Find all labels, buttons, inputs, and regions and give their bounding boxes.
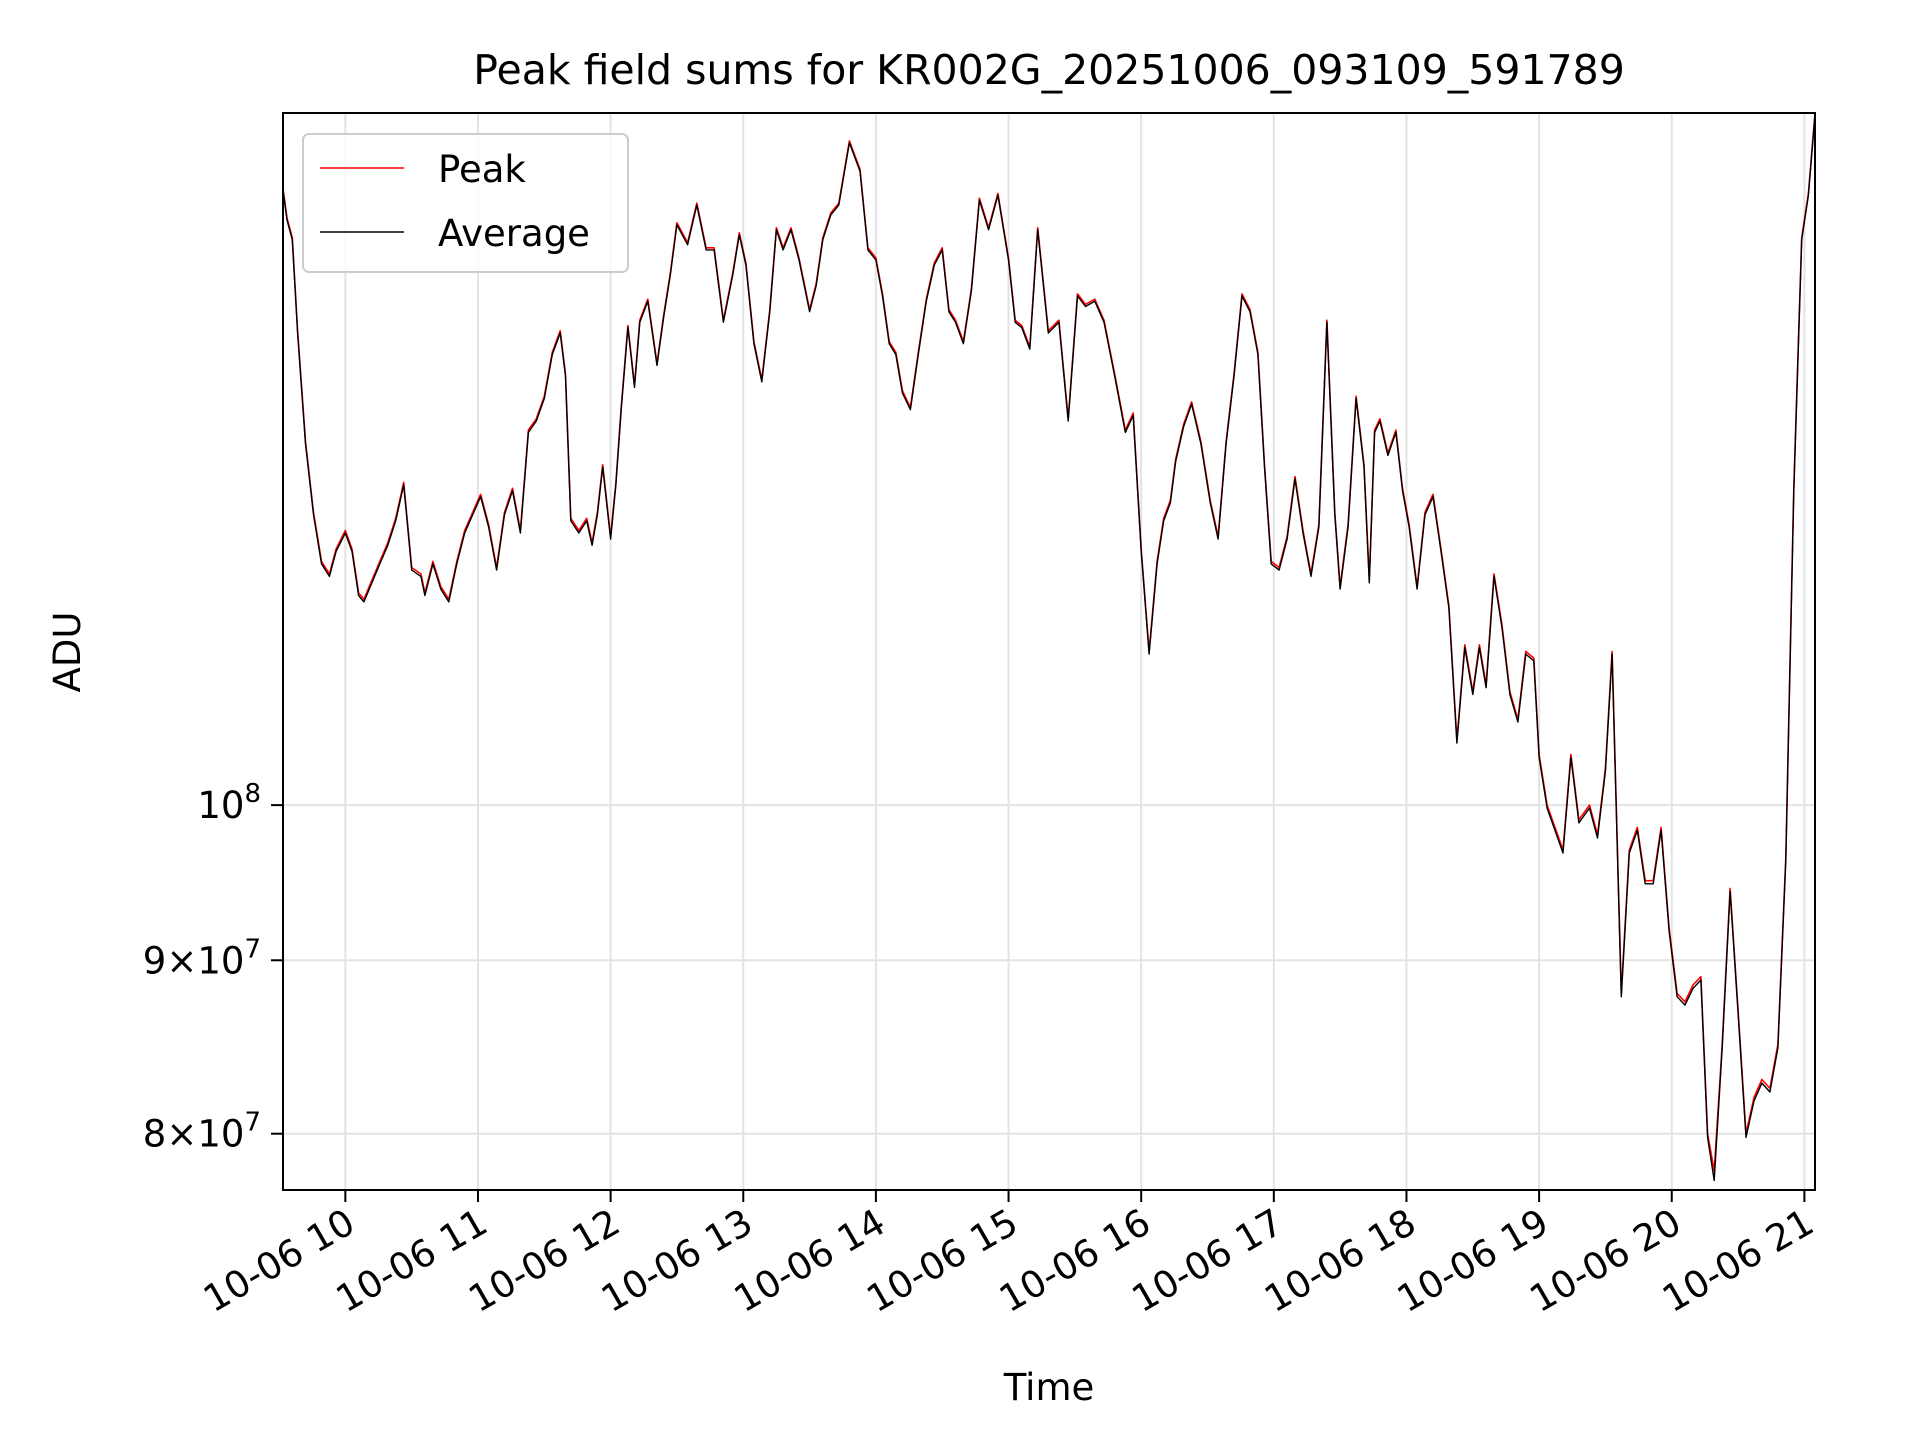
y-tick-label: 108 (197, 779, 261, 827)
y-tick-label: 8×107 (143, 1108, 261, 1156)
y-axis: 8×107 9×107 108 (143, 779, 283, 1156)
legend: Peak Average (302, 133, 629, 273)
grid (283, 113, 1815, 1190)
series-line-average (282, 114, 1816, 1182)
chart-title: Peak field sums for KR002G_20251006_0931… (473, 46, 1625, 94)
plot-lines (282, 112, 1816, 1182)
legend-label-peak: Peak (438, 148, 526, 191)
y-tick-label: 9×107 (143, 934, 261, 982)
x-axis-label: Time (1003, 1366, 1095, 1409)
axes-frame (282, 112, 1816, 1191)
y-axis-label: ADU (46, 612, 89, 693)
legend-label-average: Average (438, 212, 590, 255)
